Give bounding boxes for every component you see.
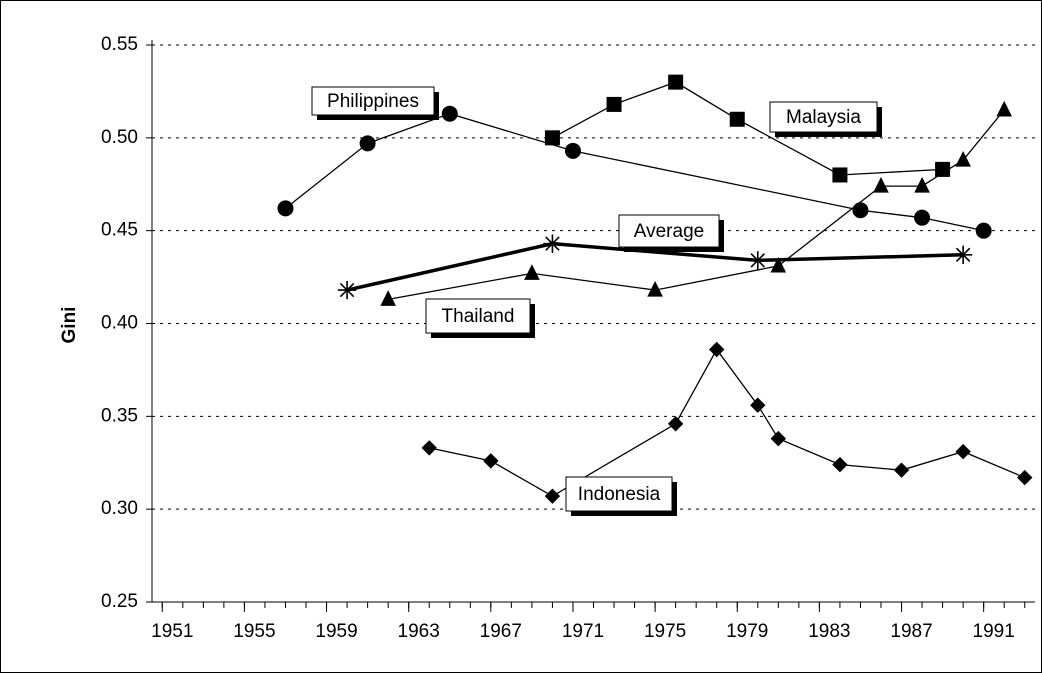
marker [975, 222, 992, 239]
x-tick-label: 1959 [315, 621, 357, 642]
x-tick-label: 1983 [808, 621, 850, 642]
marker [832, 456, 848, 473]
x-tick-label: 1955 [233, 621, 275, 642]
marker [852, 202, 869, 219]
marker [770, 430, 787, 447]
series-label: Average [634, 221, 704, 242]
marker [1017, 469, 1033, 486]
asterisk-stroke [955, 247, 971, 263]
series-line [346, 241, 964, 292]
marker [914, 209, 931, 226]
marker [667, 416, 684, 432]
asterisk-stroke [339, 282, 355, 298]
marker [564, 142, 581, 159]
y-tick-label: 0.40 [101, 313, 138, 334]
x-tick-label: 1971 [562, 621, 604, 642]
x-tick-label: 1967 [480, 621, 522, 642]
y-tick-label: 0.25 [101, 591, 138, 612]
marker [996, 100, 1013, 117]
marker [955, 150, 971, 167]
marker [893, 462, 910, 478]
marker [729, 111, 745, 127]
x-tick-label: 1987 [890, 621, 932, 642]
label-box [769, 101, 878, 133]
label-box [425, 298, 531, 334]
marker [543, 234, 562, 253]
marker [668, 74, 684, 90]
marker [421, 440, 437, 456]
label-box [565, 476, 673, 512]
marker [337, 280, 357, 300]
marker [955, 443, 971, 460]
x-tick-label: 1991 [973, 621, 1015, 642]
label-box [311, 86, 435, 116]
asterisk-stroke [545, 236, 560, 251]
series-label: Indonesia [578, 484, 661, 505]
series-line [552, 81, 943, 176]
marker [748, 251, 767, 270]
marker [544, 130, 560, 146]
marker [544, 488, 561, 504]
label-box [618, 214, 720, 248]
marker [606, 96, 622, 112]
marker [380, 290, 396, 306]
x-tick-label: 1963 [398, 621, 440, 642]
y-tick-label: 0.55 [101, 34, 138, 55]
series-line [388, 109, 1005, 301]
marker [647, 280, 663, 297]
y-tick-label: 0.50 [101, 127, 138, 148]
marker [832, 167, 848, 183]
series-label: Philippines [327, 91, 419, 112]
marker [750, 397, 766, 413]
marker [359, 135, 376, 152]
marker [277, 200, 294, 217]
marker [935, 161, 951, 177]
marker [441, 105, 458, 122]
marker [483, 453, 499, 469]
asterisk-stroke [750, 253, 766, 268]
y-tick-label: 0.30 [101, 498, 138, 519]
marker [953, 245, 973, 264]
y-tick-label: 0.45 [101, 220, 138, 241]
marker [914, 176, 930, 193]
marker [524, 264, 540, 280]
x-tick-label: 1975 [644, 621, 686, 642]
x-tick-label: 1951 [151, 621, 193, 642]
marker [709, 341, 725, 358]
y-axis-label: Gini [59, 307, 80, 344]
series-label: Malaysia [786, 107, 861, 128]
marker [770, 256, 787, 273]
marker [873, 176, 889, 193]
x-tick-label: 1979 [726, 621, 768, 642]
series-label: Thailand [442, 306, 515, 327]
y-tick-label: 0.35 [101, 405, 138, 426]
